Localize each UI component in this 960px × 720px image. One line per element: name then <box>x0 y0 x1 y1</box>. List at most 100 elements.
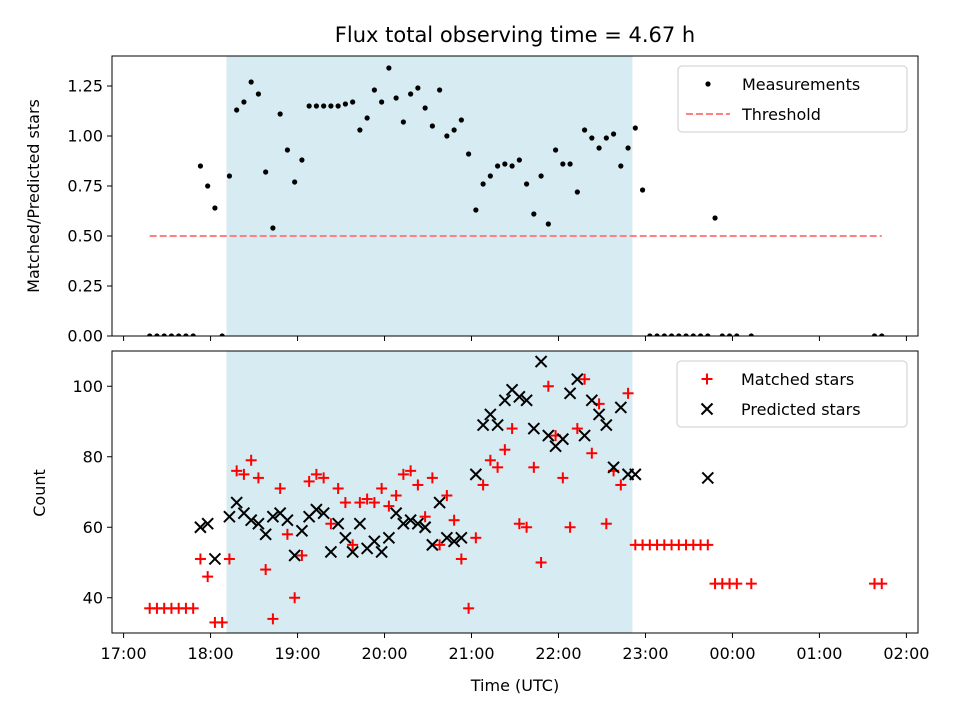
bottom-x-point-b <box>447 535 461 548</box>
bottom-plus-point <box>376 482 388 494</box>
bottom-plus-point <box>405 465 417 477</box>
bottom-legend-box <box>676 360 908 428</box>
xtick-label: 17:00 <box>101 644 147 663</box>
bottom-plus-point <box>579 373 591 385</box>
bottom-x-point <box>469 468 483 481</box>
xtick-label: 00:00 <box>709 644 755 663</box>
top-ytick-label: 0.75 <box>67 177 103 196</box>
bottom-x-point-b <box>346 545 359 559</box>
bottom-x-point-b <box>455 531 468 545</box>
bottom-x-point-b <box>563 387 577 400</box>
bottom-y-axis-label: Count <box>30 469 49 517</box>
bottom-plus-point <box>564 521 576 533</box>
bottom-x-point-b <box>513 390 526 404</box>
bottom-plus-point <box>477 479 489 491</box>
top-dot-point <box>618 163 624 169</box>
bottom-x-point <box>571 372 584 386</box>
bottom-x-point-b <box>389 506 403 520</box>
bottom-x-point-b <box>266 510 280 523</box>
top-dot-point <box>190 333 196 336</box>
bottom-x-point <box>288 549 301 562</box>
bottom-x-point-b <box>295 524 309 537</box>
top-dot-point <box>516 157 522 163</box>
top-dot-point <box>234 107 240 113</box>
top-dot-point <box>248 79 254 85</box>
bottom-plus-point <box>506 423 518 435</box>
bottom-plus-point <box>354 497 366 509</box>
top-dot-point <box>415 85 421 91</box>
bottom-plus-point <box>267 613 279 625</box>
bottom-x-point <box>259 528 272 541</box>
top-data <box>147 65 885 336</box>
top-axes-frame <box>111 55 919 337</box>
bottom-x-point <box>520 394 533 407</box>
bottom-x-point-b <box>585 394 599 407</box>
bottom-x-point <box>701 471 715 485</box>
top-dot-point <box>639 187 646 193</box>
bottom-x-point <box>585 394 599 407</box>
top-dot-point <box>422 105 428 111</box>
top-dot-point <box>697 333 704 336</box>
xtick-label: 19:00 <box>274 644 320 663</box>
bottom-x-point-b <box>288 549 301 562</box>
top-dot-point <box>545 221 551 227</box>
bottom-x-point <box>281 513 294 527</box>
bottom-x-point <box>629 468 642 481</box>
bottom-x-point <box>534 355 548 368</box>
bottom-x-point-b <box>469 468 483 481</box>
top-dot-point <box>560 161 566 167</box>
bottom-plus-point <box>528 461 540 473</box>
xtick-label: 18:00 <box>188 644 234 663</box>
bottom-x-point <box>201 517 214 530</box>
xtick-label: 22:00 <box>535 644 581 663</box>
top-ytick-label: 1.25 <box>67 77 103 96</box>
top-dot-point <box>350 99 356 105</box>
bottom-x-point <box>223 510 236 523</box>
bottom-plus-point <box>542 380 554 392</box>
bottom-x-point-b <box>273 506 287 520</box>
bottom-x-point <box>230 496 243 509</box>
top-dot-point <box>458 117 464 123</box>
top-dot-point <box>321 103 327 109</box>
bottom-plus-point <box>289 592 301 604</box>
top-dot-point <box>480 181 486 187</box>
bottom-x-point-b <box>476 418 490 432</box>
top-dot-point <box>306 103 312 109</box>
bottom-x-point-b <box>411 517 425 530</box>
bottom-plus-point <box>281 528 293 540</box>
top-dot-point <box>212 205 218 211</box>
bottom-plus-point <box>325 518 337 530</box>
bottom-x-point <box>295 524 309 537</box>
bottom-x-point <box>317 506 330 520</box>
top-dot-point <box>509 163 515 169</box>
top-ytick-label: 0.25 <box>67 277 103 296</box>
bottom-plus-point <box>455 553 467 565</box>
bottom-plus-point <box>484 454 496 466</box>
bottom-x-point <box>252 517 265 530</box>
xtick-label: 21:00 <box>448 644 494 663</box>
bottom-x-point <box>244 513 258 527</box>
bottom-x-point-b <box>331 517 345 530</box>
chart-title: Flux total observing time = 4.67 h <box>335 23 695 47</box>
bottom-plus-point <box>876 578 888 590</box>
top-legend-label: Threshold <box>741 105 821 124</box>
bottom-x-point <box>353 517 367 530</box>
bottom-x-point-b <box>244 513 258 527</box>
top-dot-point <box>335 103 341 109</box>
bottom-plus-point <box>499 444 511 456</box>
top-dot-point <box>241 99 247 105</box>
bottom-plus-point <box>470 532 482 544</box>
top-dot-point <box>429 123 435 129</box>
top-legend-dot-swatch <box>705 81 711 87</box>
top-dot-point <box>647 333 653 336</box>
bottom-plus-point <box>397 468 409 480</box>
bottom-x-point-b <box>310 503 323 516</box>
bottom-x-point <box>389 506 403 520</box>
bottom-plus-point <box>310 468 322 480</box>
bottom-x-point-b <box>281 513 294 527</box>
bottom-x-point <box>556 432 570 446</box>
bottom-x-point-b <box>484 408 497 421</box>
top-dot-point <box>567 161 573 167</box>
top-dot-point <box>466 151 472 157</box>
bottom-x-point-b <box>542 429 555 442</box>
